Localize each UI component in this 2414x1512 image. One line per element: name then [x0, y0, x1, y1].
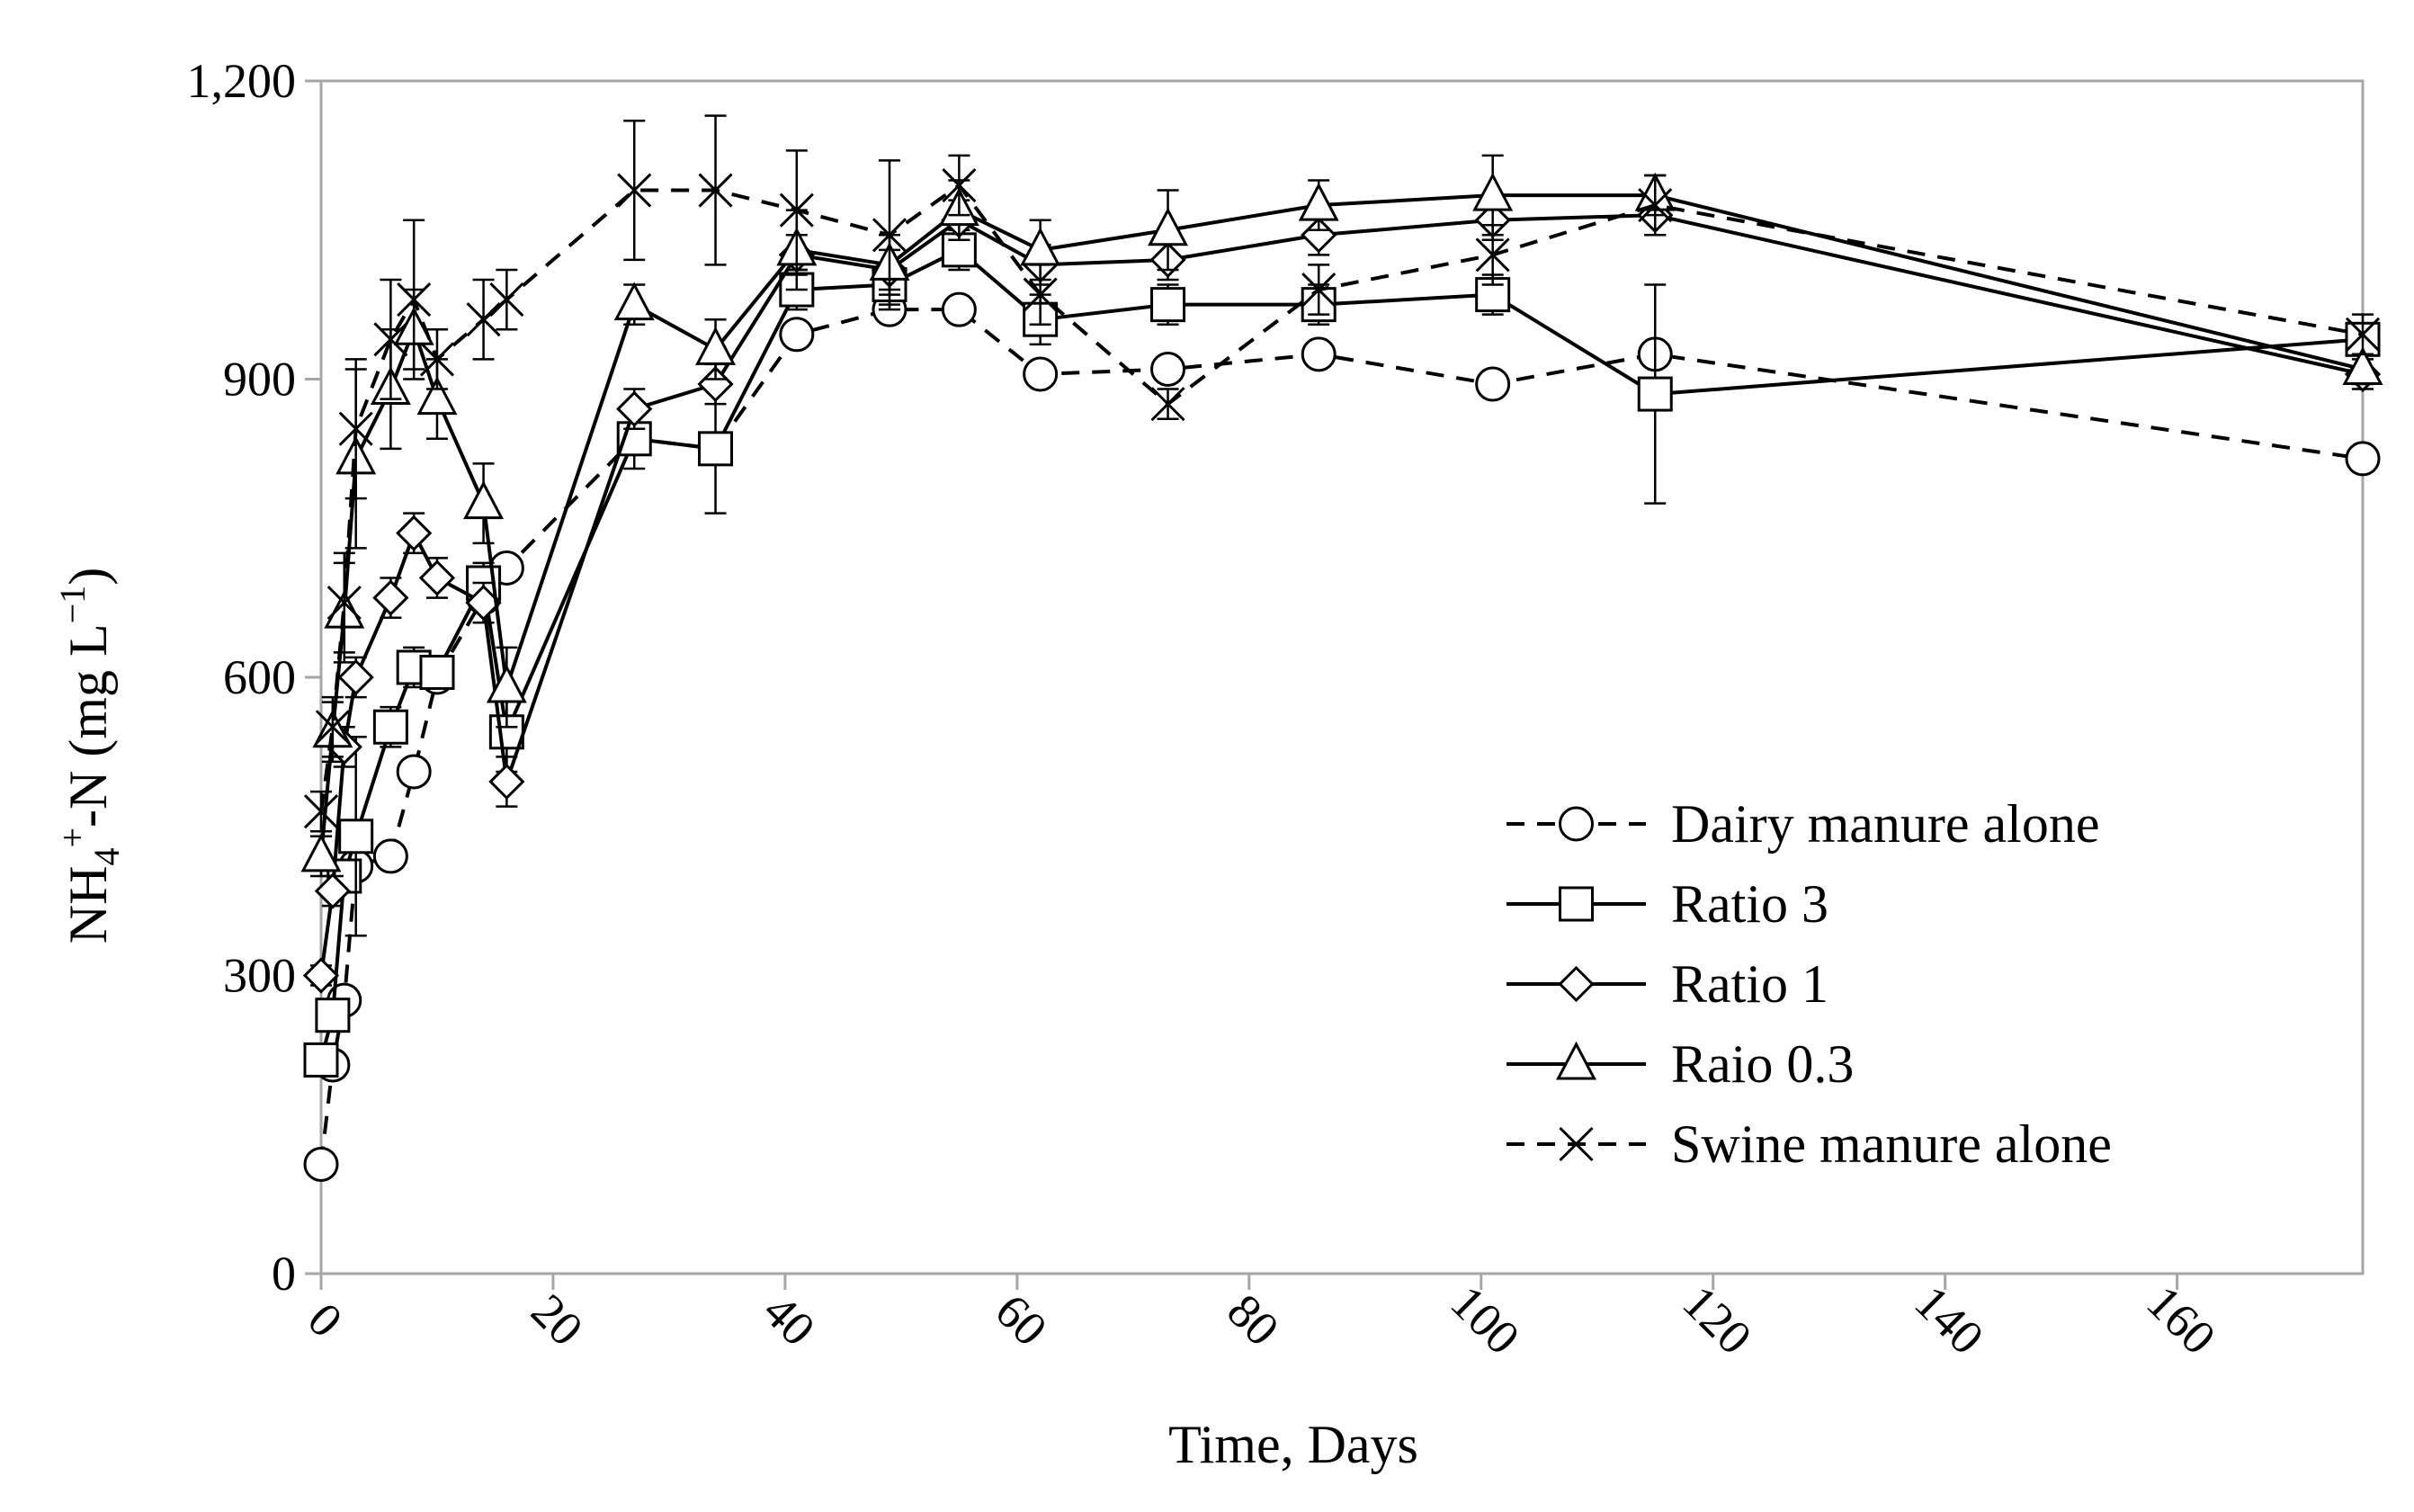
data-point-swine-manure-alone	[397, 282, 432, 318]
data-point-ratio-3	[372, 709, 408, 745]
data-point-ratio-1	[302, 957, 340, 994]
data-point-dairy-manure-alone	[2345, 441, 2381, 477]
data-point-ratio-1	[337, 658, 374, 696]
data-point-swine-manure-alone	[698, 173, 733, 208]
legend-label: Ratio 1	[1671, 954, 1828, 1014]
legend-marker	[1559, 886, 1594, 922]
data-point-swine-manure-alone	[315, 710, 350, 745]
legend-label: Raio 0.3	[1671, 1034, 1854, 1094]
y-axis-title-exponent: −1	[52, 586, 93, 624]
data-point-swine-manure-alone	[942, 167, 977, 203]
y-tick-label: 900	[223, 353, 296, 407]
data-point-ratio-1	[616, 390, 653, 427]
y-axis-title-main: NH	[58, 866, 118, 944]
data-point-swine-manure-alone	[1301, 272, 1337, 308]
data-point-ratio-1	[488, 763, 525, 801]
data-point-ratio-3	[1150, 287, 1186, 323]
data-point-ratio-3	[338, 819, 374, 854]
legend-marker	[1559, 1126, 1594, 1162]
data-point-raio-0-3	[1298, 182, 1339, 221]
data-point-swine-manure-alone	[1023, 277, 1058, 312]
data-point-swine-manure-alone	[872, 218, 907, 253]
data-point-swine-manure-alone	[1150, 387, 1185, 422]
legend-item-dairy-manure-alone: Dairy manure alone	[1507, 794, 2099, 854]
y-axis-title-subscript: 4	[86, 848, 127, 866]
axis-labels: Time, Days NH4+-N (mg L−1)	[52, 568, 1418, 1474]
data-point-swine-manure-alone	[466, 302, 501, 337]
data-point-ratio-3	[1637, 376, 1673, 412]
data-point-dairy-manure-alone	[1150, 351, 1186, 387]
y-axis-title-superscript: +	[52, 828, 93, 848]
data-point-ratio-1	[372, 579, 409, 616]
y-axis-title: NH4+-N (mg L−1)	[52, 568, 127, 944]
data-point-raio-0-3	[486, 664, 527, 703]
y-tick-label: 1,200	[187, 54, 297, 108]
data-point-swine-manure-alone	[373, 322, 408, 357]
data-point-swine-manure-alone	[489, 282, 524, 318]
y-tick-label: 600	[223, 650, 296, 704]
legend-label: Ratio 3	[1671, 874, 1828, 934]
series-line-ratio-1	[319, 213, 2364, 976]
data-point-raio-0-3	[463, 480, 505, 520]
y-axis-title-rest: -N (mg L	[58, 623, 118, 828]
data-point-dairy-manure-alone	[1475, 366, 1511, 402]
y-axis-title-close: )	[58, 568, 118, 586]
series-raio-0-3	[300, 154, 2383, 878]
data-point-swine-manure-alone	[1475, 237, 1510, 273]
legend-item-ratio-1: Ratio 1	[1507, 954, 1828, 1014]
legend-label: Dairy manure alone	[1671, 794, 2099, 854]
data-point-raio-0-3	[1472, 172, 1514, 211]
data-point-raio-0-3	[1148, 207, 1189, 246]
data-point-raio-0-3	[695, 327, 737, 365]
data-point-dairy-manure-alone	[372, 838, 408, 874]
legend-item-ratio-3: Ratio 3	[1507, 874, 1828, 934]
data-point-swine-manure-alone	[2345, 317, 2381, 352]
data-point-raio-0-3	[300, 833, 342, 872]
x-axis-title: Time, Days	[1168, 1415, 1418, 1474]
data-point-ratio-3	[303, 1042, 339, 1078]
data-point-raio-0-3	[613, 282, 655, 321]
legend-item-swine-manure-alone: Swine manure alone	[1507, 1114, 2112, 1174]
y-tick-label: 300	[223, 949, 296, 1003]
data-point-ratio-3	[315, 998, 351, 1033]
legend: Dairy manure alone Ratio 3 Ratio 1 Raio 0.3…	[1507, 794, 2112, 1174]
data-point-dairy-manure-alone	[1023, 356, 1059, 392]
data-point-raio-0-3	[416, 376, 458, 416]
data-point-ratio-1	[418, 559, 456, 596]
series-line-swine-manure-alone	[319, 183, 2364, 812]
legend-label: Swine manure alone	[1671, 1114, 2112, 1174]
data-point-swine-manure-alone	[326, 586, 362, 621]
series-layer	[300, 114, 2383, 1182]
data-point-swine-manure-alone	[779, 192, 814, 228]
data-point-swine-manure-alone	[419, 342, 455, 377]
data-point-dairy-manure-alone	[779, 317, 815, 353]
legend-marker	[1559, 806, 1594, 842]
data-point-ratio-3	[419, 654, 455, 690]
data-point-dairy-manure-alone	[303, 1146, 339, 1182]
data-point-dairy-manure-alone	[1301, 336, 1337, 372]
series-swine-manure-alone	[303, 114, 2381, 833]
series-line-ratio-3	[319, 247, 2364, 1060]
data-point-dairy-manure-alone	[396, 754, 432, 790]
data-point-ratio-3	[698, 431, 734, 467]
legend-item-raio-0-3: Raio 0.3	[1507, 1034, 1854, 1094]
data-point-swine-manure-alone	[303, 794, 339, 829]
data-point-dairy-manure-alone	[941, 291, 977, 327]
data-point-ratio-1	[396, 514, 433, 551]
legend-marker	[1558, 965, 1595, 1003]
legend-marker	[1556, 1041, 1596, 1080]
data-point-ratio-1	[314, 872, 352, 909]
data-point-swine-manure-alone	[617, 173, 652, 208]
data-point-swine-manure-alone	[338, 411, 373, 446]
y-tick-label: 0	[272, 1247, 296, 1301]
data-point-raio-0-3	[2342, 346, 2383, 385]
data-point-swine-manure-alone	[1638, 188, 1673, 223]
